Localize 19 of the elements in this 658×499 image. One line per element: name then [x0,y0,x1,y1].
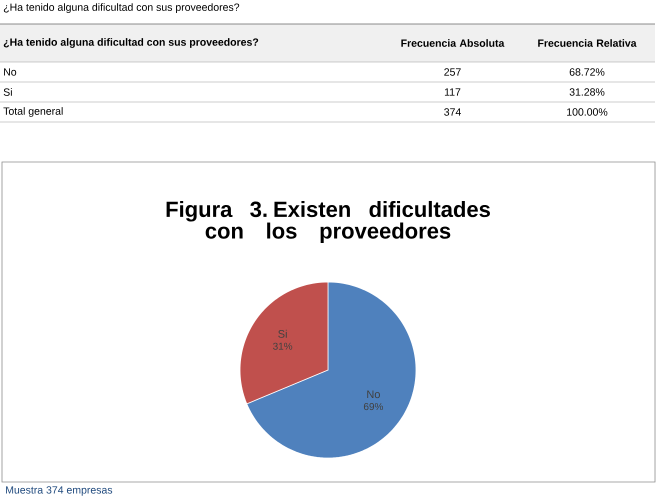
text: 374 [444,108,461,116]
text: Si [4,88,12,96]
text: 117 [444,88,460,96]
text: 31.28% [570,88,604,96]
text: 100.00% [567,108,608,116]
slice-label: Si [278,330,287,338]
text: ¿Ha tenido alguna dificultad con sus proveedores? [4,38,258,48]
text: Total general [3,107,63,117]
slice-label: No [367,390,380,398]
text: Frecuencia Absoluta [401,39,504,47]
data-label: 69% [364,403,384,410]
data-label: 31% [273,342,292,350]
text: No [4,68,16,76]
text: 68.72% [570,68,604,76]
text: 257 [444,68,461,76]
text: Frecuencia Relativa [538,39,637,47]
text: Muestra 374 empresas [6,486,112,496]
chart-title: Figura 3. Existen dificultades con los proveedores [166,200,490,244]
text: ¿Ha tenido alguna dificultad con sus proveedores? [4,3,240,13]
